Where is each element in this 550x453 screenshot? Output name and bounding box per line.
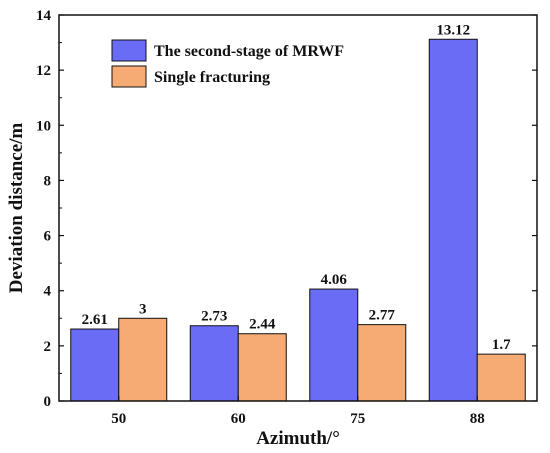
- data-labels-group: 2.61 3 2.73 2.44 4.06 2.77 13.12 1.7: [82, 22, 512, 353]
- legend-label-single: Single fracturing: [154, 69, 270, 86]
- bar-mrwf-88: [428, 38, 478, 402]
- x-axis-ticks: 50 60 75 88: [111, 396, 485, 427]
- bar-single-75: [357, 324, 407, 402]
- y-tick-label: 2: [44, 339, 52, 355]
- data-label: 4.06: [321, 272, 348, 288]
- bar-single-88: [476, 353, 526, 402]
- y-tick-label: 8: [44, 173, 52, 189]
- plot-frame: [58, 14, 538, 402]
- bar-mrwf-60: [189, 325, 239, 402]
- y-tick-label: 14: [36, 8, 52, 24]
- y-tick-label: 12: [36, 63, 51, 79]
- data-label: 2.73: [201, 309, 227, 325]
- y-tick-label: 0: [44, 394, 52, 410]
- y-tick-label: 4: [44, 284, 52, 300]
- x-tick-label: 75: [350, 411, 365, 427]
- y-tick-label: 6: [44, 229, 52, 245]
- bar-mrwf-75: [309, 288, 359, 402]
- legend-swatch-mrwf: [111, 39, 147, 62]
- data-label: 13.12: [436, 22, 470, 38]
- x-tick-label: 88: [470, 411, 485, 427]
- bar-single-50: [118, 317, 168, 402]
- legend-label-mrwf: The second-stage of MRWF: [154, 43, 344, 60]
- data-label: 3: [139, 301, 147, 317]
- y-axis-title: Deviation distance/m: [6, 123, 27, 294]
- x-tick-label: 60: [231, 411, 246, 427]
- legend: The second-stage of MRWF Single fracturi…: [111, 39, 344, 88]
- data-label: 2.61: [82, 312, 108, 328]
- y-tick-label: 10: [36, 118, 51, 134]
- x-axis-title: Azimuth/°: [256, 428, 340, 449]
- data-label: 2.77: [369, 308, 396, 324]
- bar-single-60: [237, 333, 287, 402]
- bar-mrwf-50: [70, 328, 120, 402]
- legend-swatch-single: [111, 65, 147, 88]
- data-label: 1.7: [492, 337, 511, 353]
- x-tick-label: 50: [111, 411, 126, 427]
- data-label: 2.44: [249, 317, 276, 333]
- bars-group: [70, 38, 526, 402]
